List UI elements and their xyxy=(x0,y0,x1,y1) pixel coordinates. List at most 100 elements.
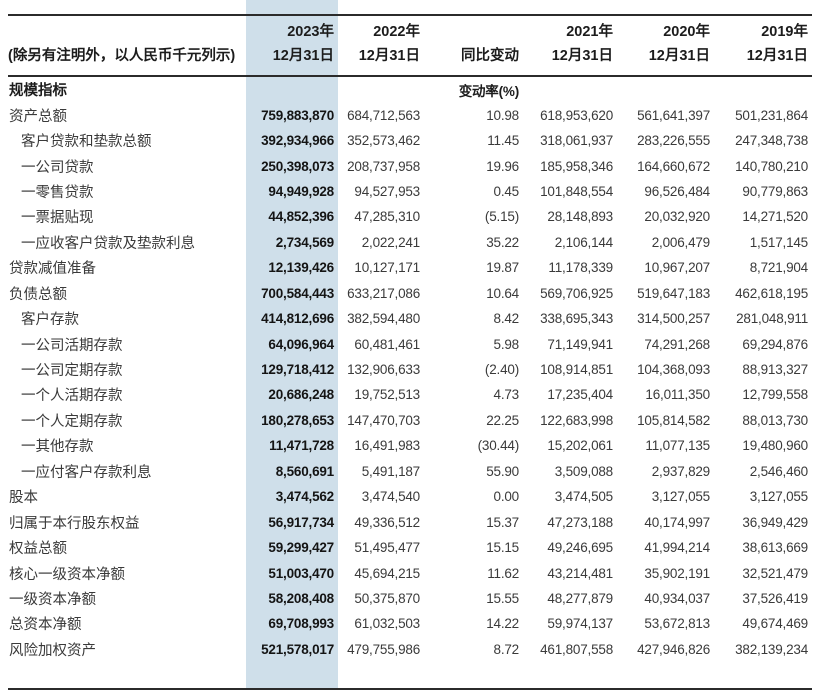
cell-y2021: 11,178,339 xyxy=(548,260,613,276)
cell-y2023: 69,708,993 xyxy=(268,616,334,632)
column-header-line1: 2020年 xyxy=(663,24,710,40)
table-header: (除另有注明外，以人民币千元列示) 2023年 12月31日 2022年 12月31日… xyxy=(0,16,820,75)
table-row: 一个人活期存款 20,686,248 19,752,513 4.73 17,235,40… xyxy=(0,382,820,407)
cell-yoy: 55.90 xyxy=(486,463,519,479)
cell-y2020: 164,660,672 xyxy=(637,158,710,174)
cell-y2019: 501,231,864 xyxy=(735,107,808,123)
cell-yoy: 15.55 xyxy=(486,590,519,606)
row-label: 一公司贷款 xyxy=(21,159,94,176)
table-row: 一公司贷款 250,398,073 208,737,958 19.96 185,958,… xyxy=(0,153,820,178)
cell-y2020: 314,500,257 xyxy=(637,311,710,327)
table-row: 负债总额 700,584,443 633,217,086 10.64 569,706,9… xyxy=(0,281,820,306)
cell-y2023: 414,812,696 xyxy=(261,311,334,327)
cell-y2023: 180,278,653 xyxy=(261,412,334,428)
cell-y2020: 427,946,826 xyxy=(637,641,710,657)
column-header-y2019: 2019年 12月31日 xyxy=(714,20,812,75)
cell-y2019: 140,780,210 xyxy=(735,158,808,174)
highlight-column-band xyxy=(246,0,338,688)
cell-y2021: 59,974,137 xyxy=(547,616,613,632)
cell-y2021: 3,474,505 xyxy=(554,489,613,505)
cell-y2019: 37,526,419 xyxy=(742,590,808,606)
table-row: 一票据贴现 44,852,396 47,285,310 (5.15) 28,148,89… xyxy=(0,204,820,229)
cell-y2022: 147,470,703 xyxy=(347,412,420,428)
cell-y2022: 51,495,477 xyxy=(354,540,420,556)
cell-y2021: 43,214,481 xyxy=(547,565,613,581)
cell-yoy: 22.25 xyxy=(486,412,519,428)
table-row: 一应付客户存款利息 8,560,691 5,491,187 55.90 3,509,08… xyxy=(0,459,820,484)
cell-y2023: 58,208,408 xyxy=(268,590,334,606)
cell-y2019: 19,480,960 xyxy=(742,438,808,454)
section-row: 规模指标 变动率(%) xyxy=(0,77,820,102)
table-row: 客户贷款和垫款总额 392,934,966 352,573,462 11.45 318,… xyxy=(0,128,820,153)
cell-y2021: 318,061,937 xyxy=(540,133,613,149)
cell-y2022: 19,752,513 xyxy=(354,387,420,403)
cell-y2021: 17,235,404 xyxy=(547,387,613,403)
cell-yoy: 14.22 xyxy=(486,616,519,632)
row-label: 风险加权资产 xyxy=(9,642,96,659)
table-row: 核心一级资本净额 51,003,470 45,694,215 11.62 43,214,… xyxy=(0,560,820,585)
cell-y2019: 2,546,460 xyxy=(749,463,808,479)
row-label: 一级资本净额 xyxy=(9,591,96,608)
cell-y2023: 44,852,396 xyxy=(268,209,334,225)
cell-y2022: 47,285,310 xyxy=(354,209,420,225)
cell-y2020: 16,011,350 xyxy=(645,387,710,403)
cell-y2021: 461,807,558 xyxy=(540,641,613,657)
column-header-yoy: 同比变动 xyxy=(424,44,523,75)
row-label: 一个人定期存款 xyxy=(21,413,123,430)
cell-y2022: 61,032,503 xyxy=(354,616,420,632)
cell-y2020: 20,032,920 xyxy=(644,209,710,225)
column-header-y2021: 2021年 12月31日 xyxy=(523,20,617,75)
cell-y2023: 94,949,928 xyxy=(268,183,334,199)
column-header-line2: 12月31日 xyxy=(746,48,808,64)
column-header-line1: 2023年 xyxy=(287,24,334,40)
cell-y2022: 3,474,540 xyxy=(361,489,420,505)
cell-yoy: 4.73 xyxy=(493,387,520,403)
cell-y2019: 49,674,469 xyxy=(742,616,808,632)
cell-y2022: 479,755,986 xyxy=(347,641,420,657)
cell-y2022: 45,694,215 xyxy=(354,565,420,581)
cell-y2023: 51,003,470 xyxy=(268,565,334,581)
cell-y2022: 633,217,086 xyxy=(347,285,420,301)
cell-yoy: 5.98 xyxy=(493,336,520,352)
cell-y2021: 2,106,144 xyxy=(554,234,613,250)
cell-y2022: 382,594,480 xyxy=(347,311,420,327)
cell-y2021: 48,277,879 xyxy=(547,590,613,606)
cell-y2022: 94,527,953 xyxy=(354,183,420,199)
cell-y2020: 105,814,582 xyxy=(637,412,710,428)
cell-y2023: 20,686,248 xyxy=(268,387,334,403)
table-row: 归属于本行股东权益 56,917,734 49,336,512 15.37 47,273… xyxy=(0,509,820,534)
table-row: 贷款减值准备 12,139,426 10,127,171 19.87 11,178,33… xyxy=(0,255,820,280)
cell-y2022: 132,906,633 xyxy=(347,362,420,378)
cell-y2020: 40,174,997 xyxy=(644,514,710,530)
cell-y2019: 382,139,234 xyxy=(735,641,808,657)
table-row: 一其他存款 11,471,728 16,491,983 (30.44) 15,202,0… xyxy=(0,433,820,458)
table-row: 一个人定期存款 180,278,653 147,470,703 22.25 122,68… xyxy=(0,408,820,433)
cell-y2019: 36,949,429 xyxy=(742,514,808,530)
cell-yoy: (5.15) xyxy=(484,209,519,225)
row-label: 一零售贷款 xyxy=(21,184,94,201)
cell-yoy: (30.44) xyxy=(477,438,520,454)
cell-yoy: 19.87 xyxy=(486,260,519,276)
cell-y2022: 10,127,171 xyxy=(354,260,420,276)
cell-y2022: 50,375,870 xyxy=(354,590,420,606)
cell-y2022: 60,481,461 xyxy=(354,336,420,352)
table-row: 一公司活期存款 64,096,964 60,481,461 5.98 71,149,94… xyxy=(0,331,820,356)
cell-y2023: 56,917,734 xyxy=(268,514,334,530)
cell-yoy: 15.15 xyxy=(486,540,519,556)
cell-y2020: 2,006,479 xyxy=(651,234,710,250)
column-header-line2: 12月31日 xyxy=(272,48,334,64)
cell-y2021: 122,683,998 xyxy=(540,412,613,428)
cell-y2023: 3,474,562 xyxy=(275,489,334,505)
cell-y2020: 283,226,555 xyxy=(637,133,710,149)
row-label: 一其他存款 xyxy=(21,439,94,456)
cell-y2023: 2,734,569 xyxy=(275,234,334,250)
cell-y2022: 5,491,187 xyxy=(361,463,420,479)
column-header-y2020: 2020年 12月31日 xyxy=(617,20,714,75)
cell-yoy: 0.45 xyxy=(493,183,520,199)
column-header-line2: 12月31日 xyxy=(358,48,420,64)
cell-y2019: 88,913,327 xyxy=(742,362,808,378)
cell-y2021: 3,509,088 xyxy=(554,463,613,479)
row-label: 核心一级资本净额 xyxy=(9,566,125,583)
cell-y2020: 2,937,829 xyxy=(651,463,710,479)
row-label: 一应收客户贷款及垫款利息 xyxy=(21,235,195,252)
